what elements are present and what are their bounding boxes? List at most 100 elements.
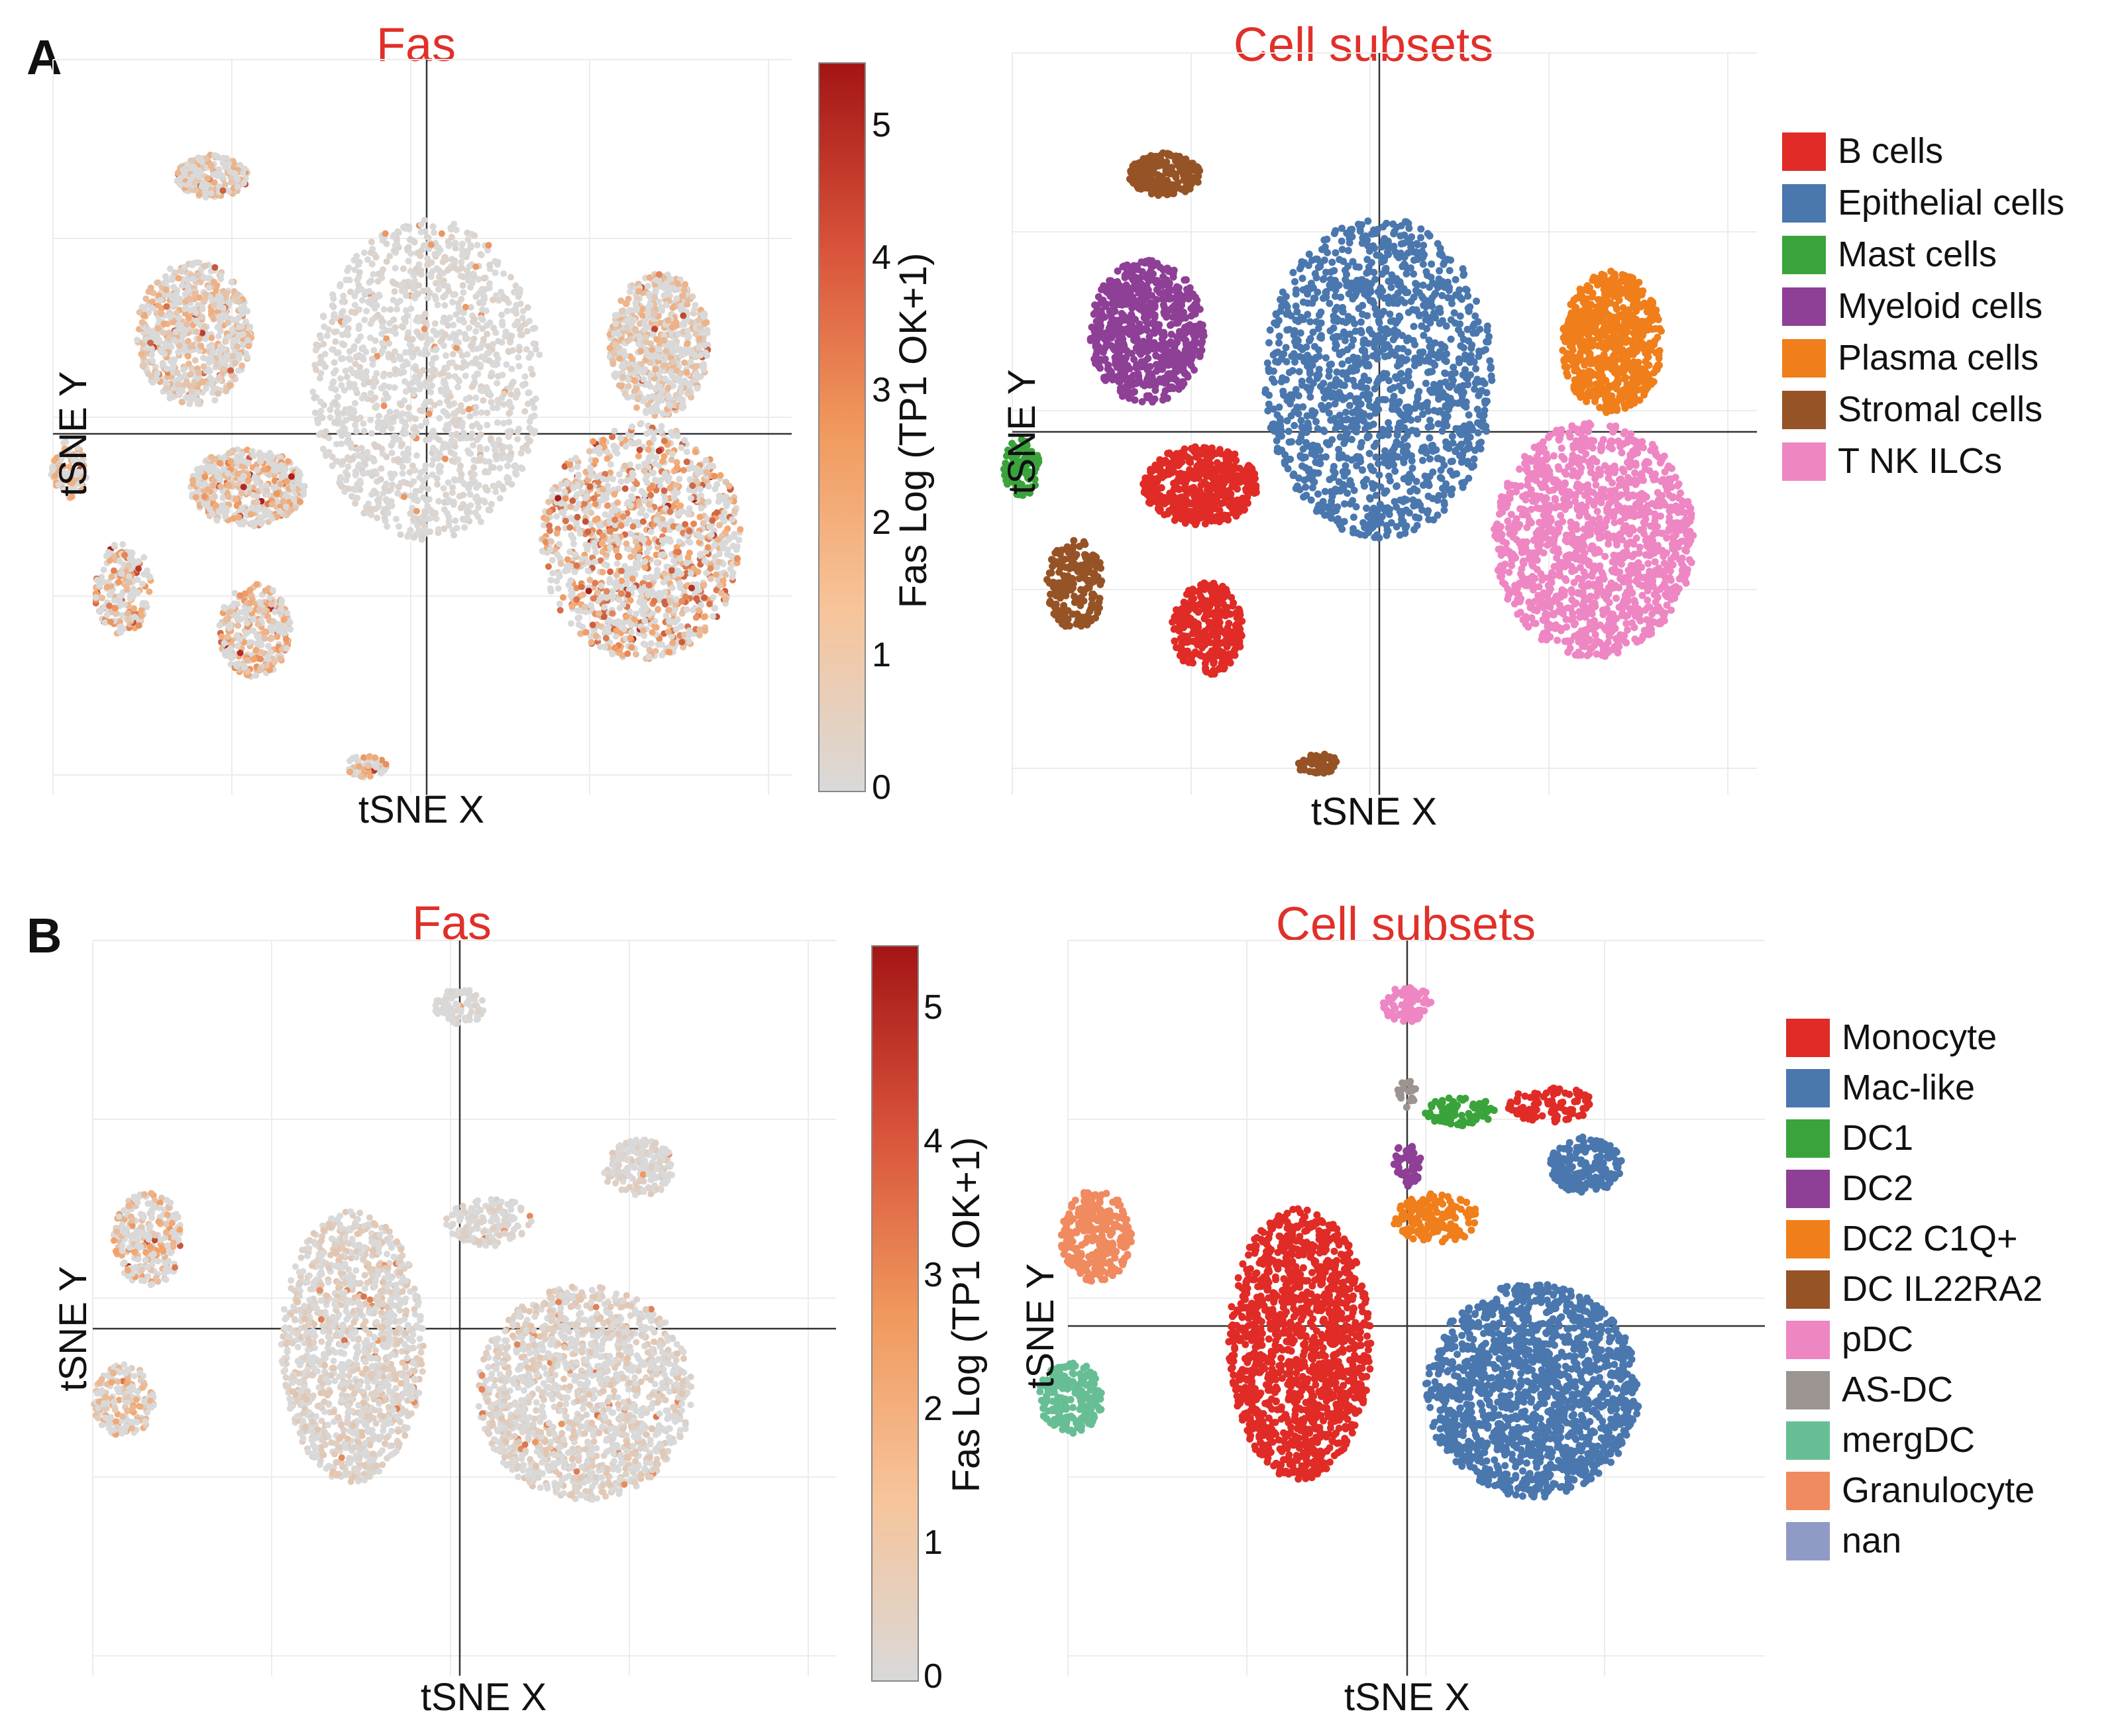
- panel-a-expression-point: [480, 497, 488, 504]
- panel-a-expression-point: [615, 596, 623, 603]
- panel-a-expression-point: [332, 367, 339, 374]
- panel-a-expression-point: [694, 531, 702, 538]
- panel-a-expression-point: [710, 613, 717, 620]
- panel-a-expression-point: [345, 485, 352, 492]
- panel-a-expression-point: [238, 323, 245, 330]
- panel-a-expression-point: [374, 443, 382, 450]
- panel-a-expression-point: [356, 478, 364, 484]
- panel-a-expression-point: [678, 444, 685, 451]
- panel-a-expression-point: [531, 427, 539, 434]
- panel-a-expression-point: [637, 420, 645, 427]
- panel-a-expression-point: [146, 328, 153, 334]
- panel-a-expression-point: [641, 467, 648, 474]
- panel-a-expression-point: [683, 369, 690, 376]
- panel-a-expression-point: [261, 466, 268, 473]
- panel-a-expression-point: [628, 476, 635, 483]
- panel-a-expression-point: [347, 414, 354, 421]
- panel-a-expression-point: [335, 349, 342, 356]
- panel-a-expression-point: [651, 325, 659, 332]
- panel-a-expression-point: [192, 493, 199, 501]
- panel-a-expression-point: [431, 229, 438, 236]
- panel-a-expression-point: [625, 499, 632, 506]
- panel-a-expression-point: [138, 350, 145, 358]
- panel-a-expression-point: [650, 311, 657, 318]
- panel-a-expression-point: [635, 438, 642, 446]
- panel-a-expression-point: [444, 397, 451, 405]
- panel-a-expression-point: [661, 336, 668, 344]
- panel-a-expression-point: [339, 424, 346, 431]
- panel-a-expression-point: [435, 436, 443, 443]
- panel-a-expression-point: [219, 160, 227, 166]
- panel-a-expression-point: [612, 507, 619, 514]
- panel-a-expression-point: [617, 478, 625, 485]
- panel-a-expression-point: [687, 570, 694, 577]
- panel-a-expression-point: [420, 242, 427, 249]
- panel-a-expression-point: [424, 294, 431, 301]
- panel-a-expression-point: [401, 316, 409, 323]
- panel-a-expression-point: [600, 533, 606, 540]
- panel-a-expression-title: Fas: [376, 19, 456, 72]
- panel-a-expression-point: [475, 482, 482, 489]
- panel-a-expression-point: [523, 328, 531, 335]
- panel-a-expression-point: [640, 489, 647, 496]
- panel-a-expression-point: [197, 342, 205, 350]
- panel-a-expression-point: [267, 454, 274, 462]
- panel-a-expression-point: [492, 329, 500, 336]
- panel-a-expression-point: [347, 440, 354, 447]
- panel-a-expression-point: [640, 536, 647, 543]
- panel-a-expression-point: [378, 384, 385, 391]
- panel-a-expression-point: [402, 388, 409, 395]
- panel-a-expression-point: [219, 187, 227, 194]
- panel-a-expression-point: [358, 395, 366, 402]
- panel-a-expression-point: [434, 481, 441, 488]
- panel-a-expression-point: [378, 317, 386, 325]
- panel-a-expression-point: [473, 493, 480, 500]
- panel-a-expression-point: [592, 517, 599, 523]
- panel-a-expression-point: [702, 456, 710, 464]
- panel-a-expression-point: [210, 171, 217, 178]
- panel-a-expression-point: [592, 548, 600, 556]
- panel-a-expression-point: [370, 346, 378, 354]
- panel-a-expression-point: [215, 303, 223, 311]
- panel-a-expression-point: [367, 417, 374, 424]
- panel-a-expression-point: [633, 650, 639, 658]
- panel-a-expression-point: [708, 531, 715, 538]
- panel-a-expression-point: [341, 341, 348, 348]
- panel-a-expression-point: [383, 497, 390, 505]
- panel-a-expression-point: [609, 610, 616, 617]
- panel-a-expression-point: [609, 433, 616, 440]
- panel-a-expression-point: [427, 389, 435, 396]
- panel-a-expression-point: [211, 278, 217, 285]
- panel-a-expression-point: [571, 568, 578, 576]
- panel-a-expression-point: [549, 556, 556, 564]
- panel-a-expression-point: [627, 629, 635, 636]
- panel-a-expression-point: [659, 652, 666, 659]
- panel-a-expression-point: [517, 450, 525, 457]
- panel-a-expression-point: [661, 375, 668, 382]
- panel-a-expression-point: [360, 420, 367, 427]
- panel-a-expression-point: [641, 564, 649, 571]
- panel-a-expression-point: [231, 360, 238, 367]
- panel-a-expression-point: [492, 452, 500, 460]
- panel-a-expression-point: [470, 335, 478, 342]
- panel-a-expression-point: [710, 594, 717, 601]
- panel-a-expression-point: [417, 371, 423, 378]
- panel-a-expression-point: [700, 581, 708, 588]
- panel-a-expression-point: [363, 368, 370, 375]
- panel-a-expression-point: [351, 309, 358, 317]
- panel-a-expression-point: [471, 232, 478, 239]
- panel-a-expression-point: [582, 495, 589, 502]
- panel-a-expression-point: [632, 327, 639, 334]
- panel-a-expression-point: [714, 481, 721, 488]
- panel-a-expression-point: [602, 511, 609, 518]
- panel-a-expression-point: [607, 568, 614, 576]
- panel-a-expression-point: [176, 295, 184, 303]
- panel-a-expression-point: [617, 297, 625, 304]
- panel-a-expression-point: [667, 276, 674, 283]
- panel-a-expression-point: [359, 453, 366, 460]
- panel-a-expression-point: [263, 487, 270, 494]
- panel-a-expression-point: [200, 363, 207, 370]
- panel-a-expression-point: [570, 540, 577, 548]
- panel-a-expression-point: [195, 480, 203, 487]
- panel-a-expression-point: [217, 460, 224, 467]
